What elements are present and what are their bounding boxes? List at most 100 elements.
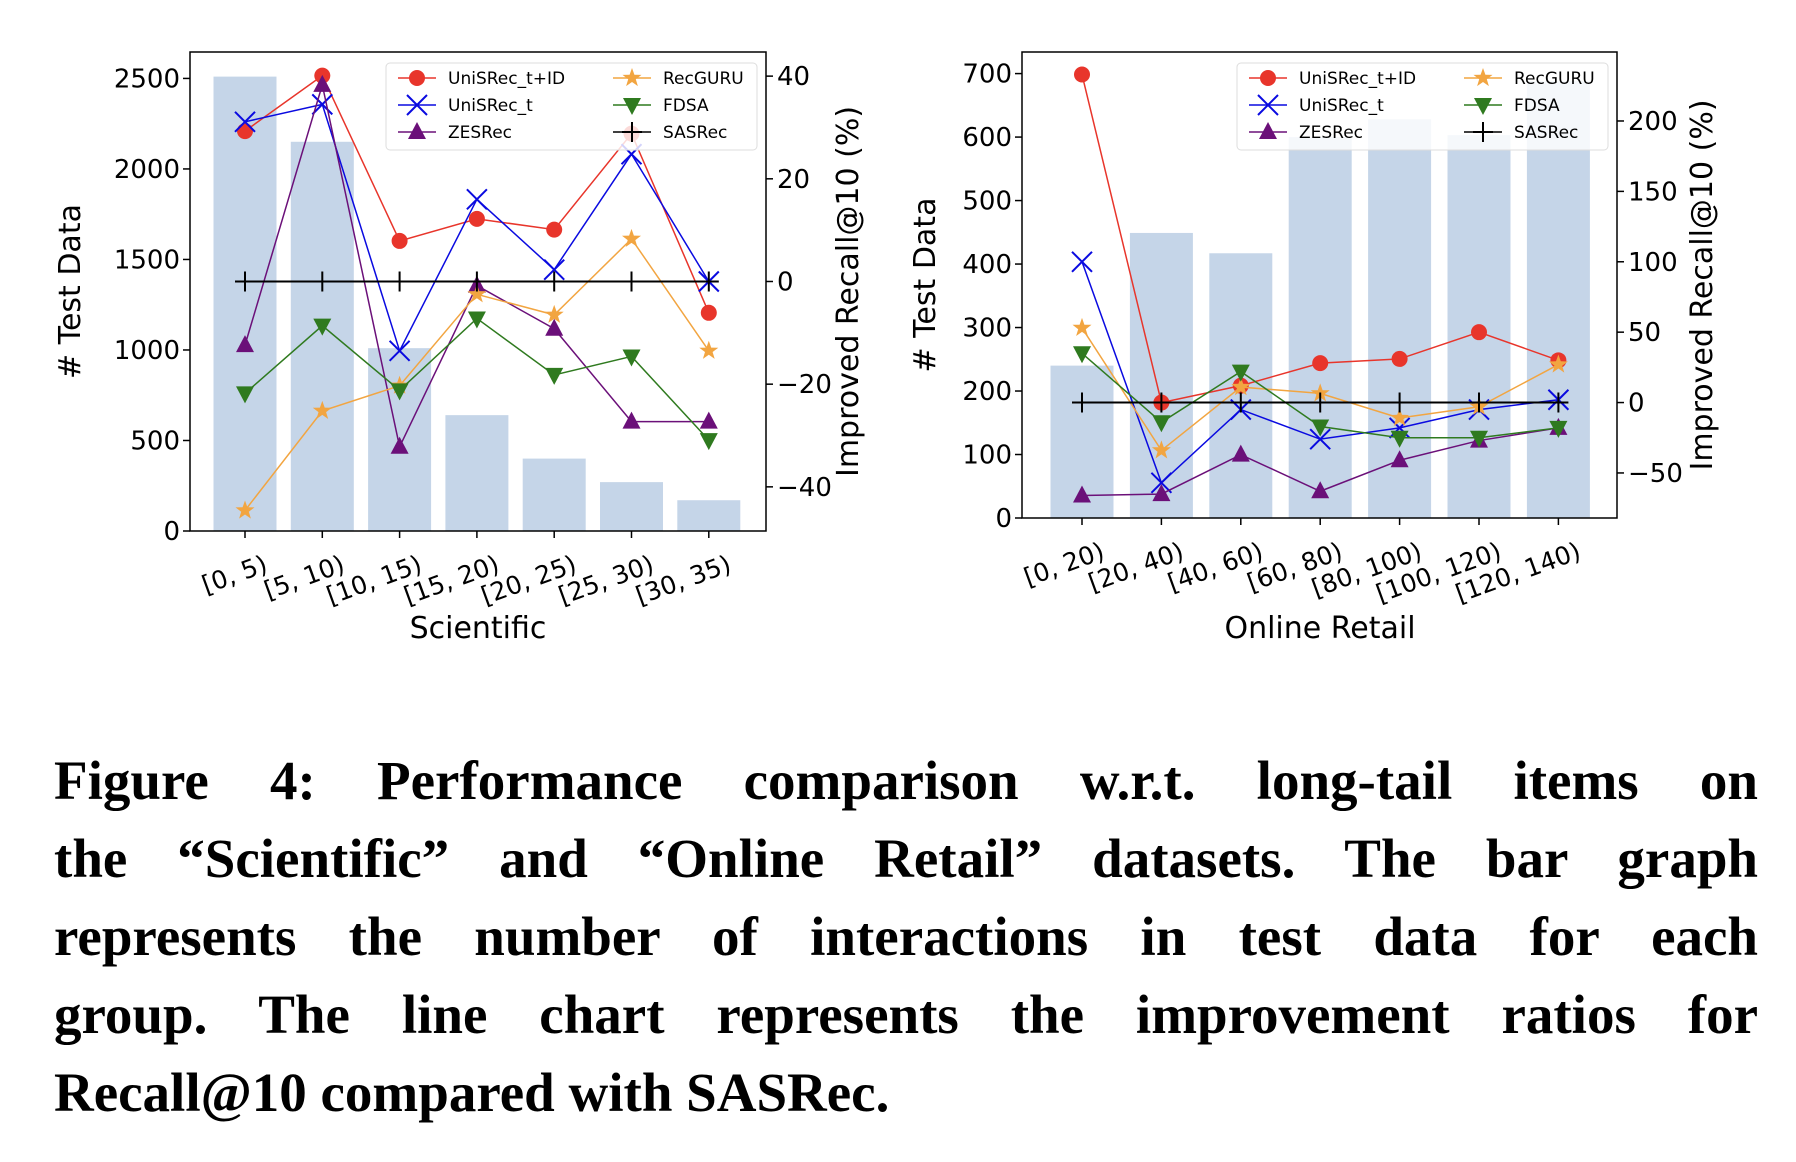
y-tick-label: 0	[995, 504, 1012, 534]
legend-label: FDSA	[1514, 96, 1560, 116]
data-point	[699, 411, 718, 429]
y-tick-label: 400	[962, 250, 1012, 280]
bar	[445, 415, 509, 531]
y2-tick-label: 150	[1628, 177, 1678, 207]
data-point	[311, 93, 334, 116]
y2-tick-label: 0	[1628, 389, 1645, 419]
data-point	[1312, 355, 1329, 372]
data-point	[1548, 392, 1569, 413]
bar	[600, 482, 663, 531]
series-fdsa	[236, 311, 718, 451]
bar	[522, 458, 586, 531]
y2-tick-label: −50	[1628, 459, 1683, 489]
legend-marker	[406, 94, 428, 116]
y-tick-label: 100	[962, 441, 1012, 471]
legend-label: UniSRec_t+ID	[1299, 69, 1416, 89]
bar	[1288, 137, 1352, 519]
data-point	[1549, 420, 1568, 438]
y-tick-label: 300	[962, 314, 1012, 344]
data-point	[1073, 346, 1091, 364]
legend-label: RecGURU	[1514, 69, 1595, 89]
data-point	[1151, 392, 1172, 413]
legend-label: SASRec	[1514, 123, 1578, 143]
data-point	[1310, 383, 1330, 402]
caption-line: represents the number of interactions in…	[54, 906, 1758, 967]
y-tick-label: 500	[962, 187, 1012, 217]
data-point	[1470, 430, 1488, 448]
legend-label: UniSRec_t	[448, 96, 533, 116]
data-point	[467, 311, 486, 329]
data-point	[546, 221, 563, 238]
data-point	[700, 304, 717, 321]
legend-marker	[1473, 122, 1493, 142]
data-point	[468, 210, 485, 227]
y-axis-label: # Test Data	[53, 204, 88, 379]
y2-axis-label: Improved Recall@10 (%)	[831, 106, 866, 477]
data-point	[699, 433, 718, 451]
data-point	[236, 386, 254, 404]
data-point	[1469, 392, 1489, 413]
y2-tick-label: −40	[777, 473, 832, 503]
x-axis-label: Online Retail	[1224, 611, 1415, 646]
data-point	[544, 271, 565, 292]
data-point	[1311, 419, 1330, 437]
data-point	[543, 258, 565, 281]
data-point	[1071, 251, 1093, 273]
data-point	[622, 411, 641, 429]
data-point	[622, 349, 641, 367]
data-point	[1073, 485, 1091, 503]
axes-frame	[189, 51, 767, 532]
data-point	[466, 188, 488, 211]
series-fdsa	[1073, 346, 1568, 448]
legend-marker	[622, 122, 642, 142]
data-point	[621, 271, 642, 292]
bar	[1129, 232, 1193, 518]
data-point	[1231, 444, 1250, 462]
y2-tick-label: 20	[777, 165, 810, 195]
y-tick-label: 2500	[114, 64, 180, 94]
data-point	[1150, 472, 1173, 494]
data-point	[1230, 392, 1251, 413]
bar	[677, 500, 741, 531]
series-sasrec	[235, 271, 719, 292]
legend-box	[385, 62, 758, 151]
y-tick-label: 500	[130, 426, 180, 456]
data-point	[699, 340, 719, 359]
series-sasrec	[1072, 392, 1569, 413]
legend-marker	[623, 98, 641, 115]
data-point	[467, 284, 487, 303]
y2-tick-label: 100	[1628, 248, 1678, 278]
legend-label: UniSRec_t	[1299, 96, 1384, 116]
legend-marker	[1257, 94, 1279, 116]
y2-axis-label: Improved Recall@10 (%)	[1685, 99, 1720, 470]
data-point	[1310, 392, 1331, 413]
data-point	[236, 335, 254, 353]
legend-label: UniSRec_t+ID	[448, 69, 565, 89]
bar	[1526, 81, 1590, 519]
legend-label: ZESRec	[448, 123, 512, 143]
data-point	[545, 318, 564, 336]
legend-label: SASRec	[663, 123, 727, 143]
y-tick-label: 700	[962, 60, 1012, 90]
caption-line: Figure 4: Performance comparison w.r.t. …	[54, 750, 1758, 811]
legend-marker	[1259, 122, 1277, 139]
data-point	[1390, 430, 1409, 448]
y2-tick-label: 50	[1628, 318, 1661, 348]
data-point	[1390, 408, 1410, 427]
data-point	[1152, 415, 1171, 433]
data-point	[622, 228, 641, 247]
data-point	[313, 318, 332, 336]
data-point	[390, 436, 409, 454]
data-point	[466, 271, 487, 292]
data-point	[1311, 481, 1330, 499]
x-tick-label: [0, 5)	[198, 549, 271, 599]
data-point	[1074, 66, 1090, 83]
data-point	[235, 271, 255, 292]
data-point	[237, 123, 253, 140]
data-point	[1390, 450, 1409, 468]
legend-label: FDSA	[663, 96, 709, 116]
data-point	[1309, 428, 1331, 450]
data-point	[1231, 377, 1251, 396]
y2-tick-label: 40	[777, 62, 810, 92]
